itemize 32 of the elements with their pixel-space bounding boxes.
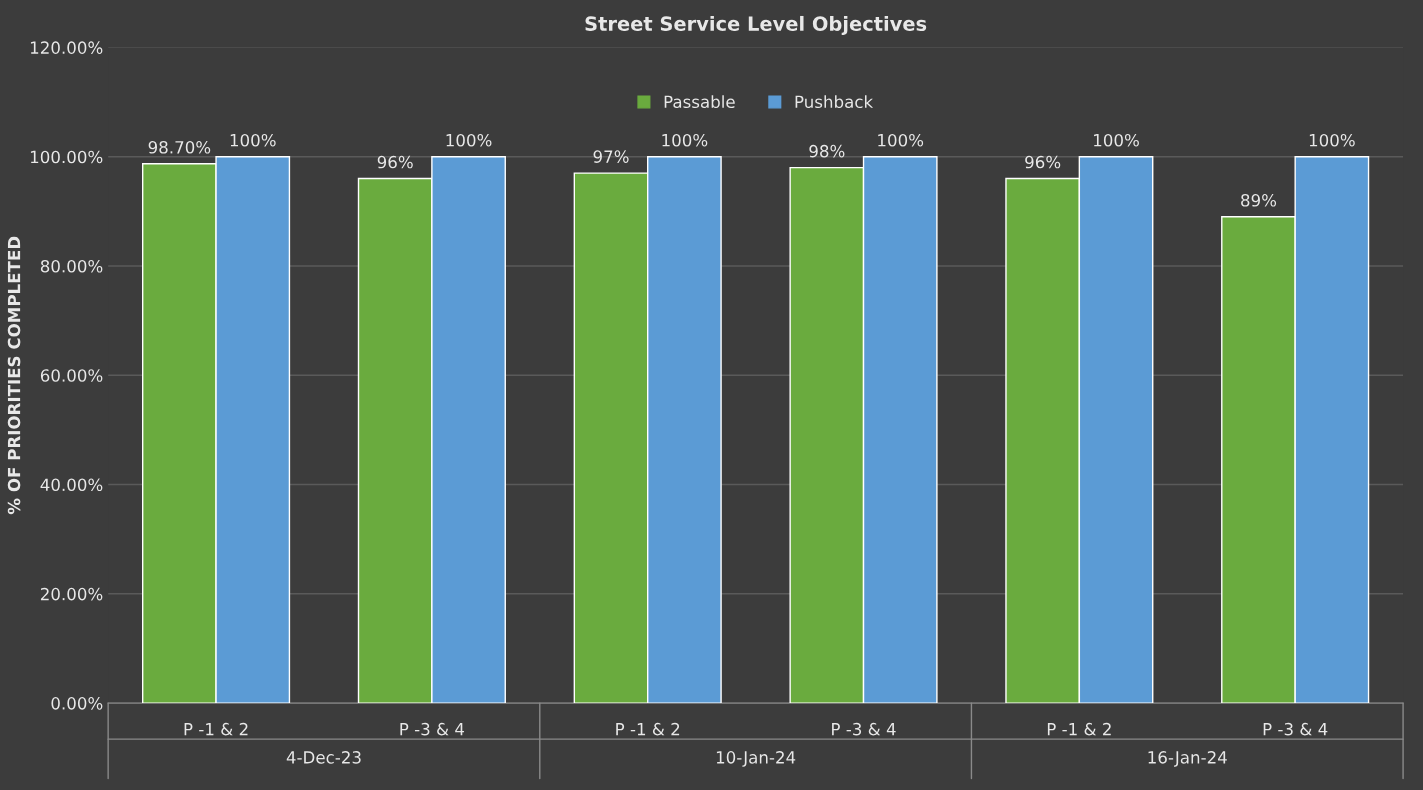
text: 4-Dec-23 [286,751,361,764]
data-label: 96% [1025,155,1061,169]
y-tick-label: 100.00% [30,150,103,164]
data-label: 100% [1309,133,1355,147]
text: 10-Jan-24 [716,751,796,767]
data-label: 98.70% [148,141,211,154]
data-label: 100% [230,133,276,147]
y-tick-label: 60.00% [40,369,103,382]
data-label: 100% [446,133,492,147]
legend-label: Passable [664,95,735,109]
x-tick-label: P -1 & 2 [184,722,248,736]
data-label: 89% [1241,194,1277,207]
x-tick-label: P -1 & 2 [616,722,680,736]
chart-title: Street Service Level Objectives [585,15,927,35]
y-tick-label: 0.00% [51,697,103,710]
data-label: 96% [377,155,413,169]
data-label: 98% [809,144,845,158]
data-label: 100% [878,133,924,147]
data-label: 97% [593,150,629,163]
text: 16-Jan-24 [1148,751,1227,767]
y-tick-label: 80.00% [40,259,103,273]
y-tick-label: 20.00% [40,587,103,601]
y-tick-label: 120.00% [30,41,103,54]
x-tick-label: P -1 & 2 [1047,722,1111,736]
x-tick-label: P -3 & 4 [832,722,896,736]
y-axis-title: % OF PRIORITIES COMPLETED [7,236,21,515]
legend-label: Pushback [795,95,874,109]
y-tick-label: 40.00% [40,478,103,492]
data-label: 100% [662,133,708,147]
data-label: 100% [1094,133,1139,147]
x-tick-label: P -3 & 4 [400,722,465,736]
x-tick-label: P -3 & 4 [1263,722,1328,736]
